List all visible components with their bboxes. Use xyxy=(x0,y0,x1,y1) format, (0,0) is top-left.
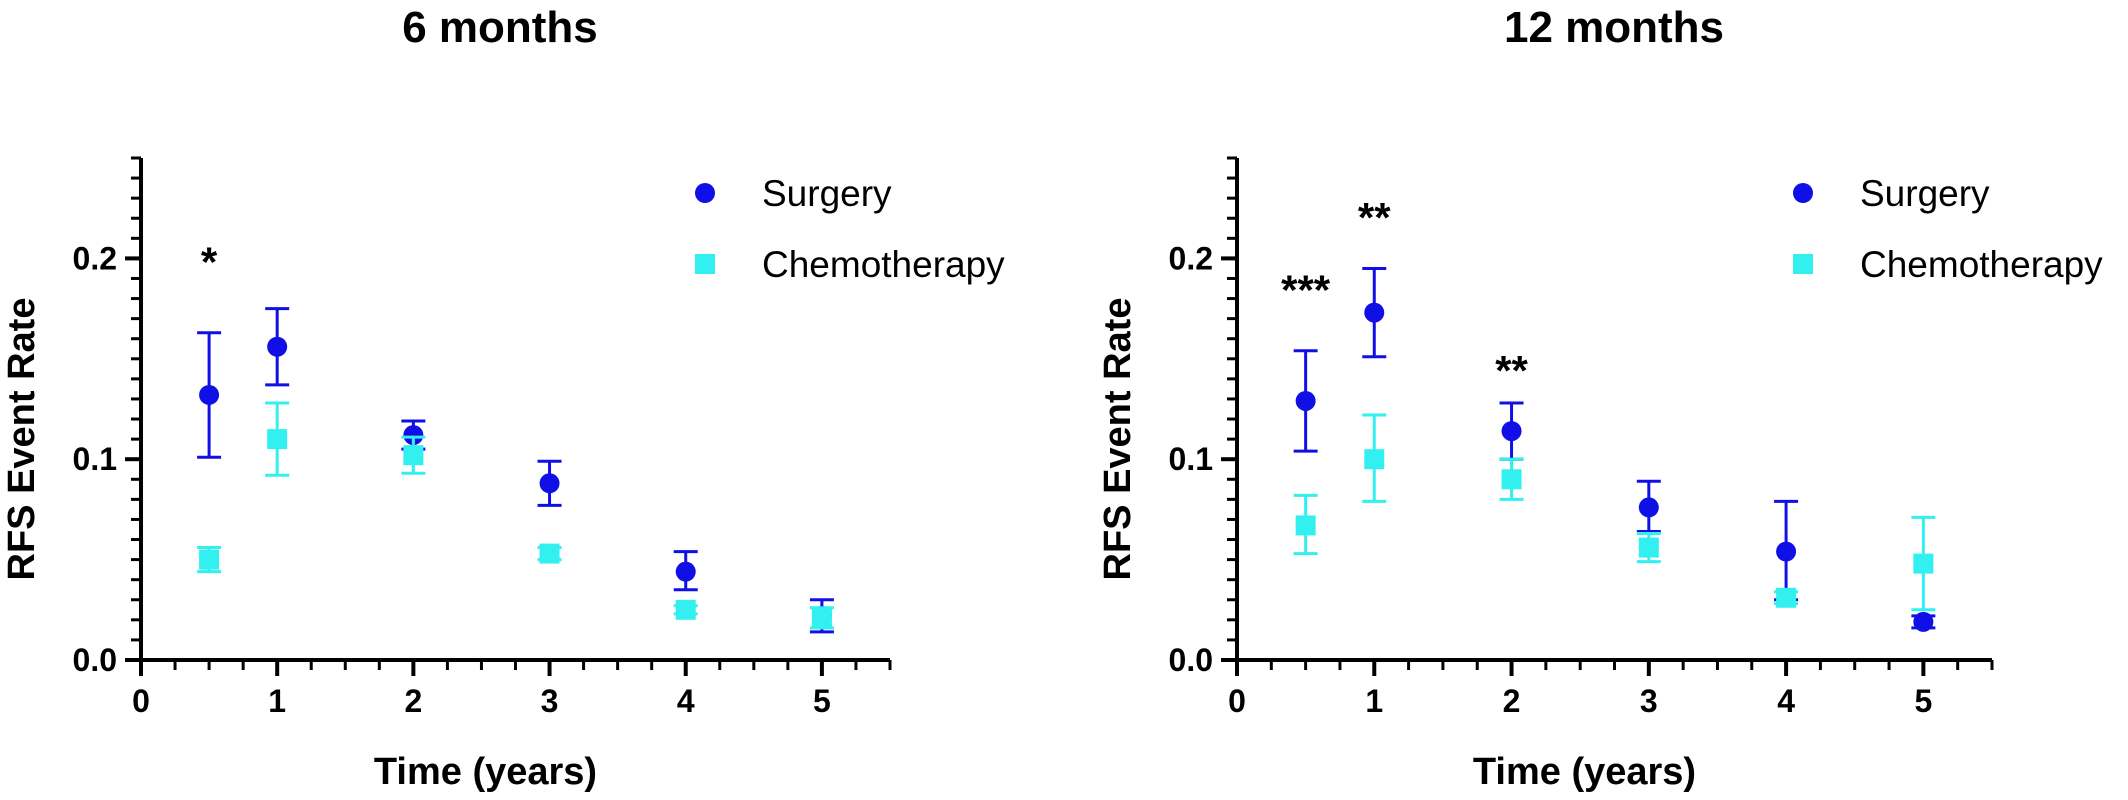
x-tick-label: 4 xyxy=(1777,683,1795,719)
legend-label: Chemotherapy xyxy=(762,244,1005,285)
legend-label: Surgery xyxy=(1860,173,1990,214)
data-point xyxy=(675,599,696,620)
data-point xyxy=(1501,421,1522,442)
data-point xyxy=(539,543,560,564)
x-tick-label: 4 xyxy=(677,683,695,719)
significance-label: ** xyxy=(1358,194,1391,241)
series-surgery xyxy=(1293,266,1936,632)
x-tick-label: 5 xyxy=(813,683,831,719)
legend-label: Chemotherapy xyxy=(1860,244,2103,285)
x-tick-label: 3 xyxy=(1640,683,1658,719)
x-tick-label: 0 xyxy=(1228,683,1246,719)
data-point xyxy=(1364,302,1385,323)
x-tick-label: 2 xyxy=(404,683,422,719)
legend-marker-surgery xyxy=(695,183,715,203)
data-point xyxy=(1638,537,1659,558)
data-point xyxy=(1776,587,1797,608)
legend-marker-chemotherapy xyxy=(695,254,715,274)
data-point xyxy=(1501,469,1522,490)
legend-label: Surgery xyxy=(762,173,892,214)
chart-panel-1: 6 months 0.0 0.1 0.2 0 1 2 3 4 5 Time (years) RFS E… xyxy=(1,3,1005,793)
y-tick-label: 0.2 xyxy=(73,240,117,276)
data-point xyxy=(267,336,288,357)
data-point xyxy=(403,425,424,446)
data-point xyxy=(1913,553,1934,574)
significance-label: ** xyxy=(1495,347,1528,394)
x-tick-label: 0 xyxy=(132,683,150,719)
series-chemotherapy xyxy=(197,401,834,630)
y-tick-label: 0.1 xyxy=(1169,441,1213,477)
x-tick-label: 2 xyxy=(1503,683,1521,719)
y-tick-label: 0.1 xyxy=(73,441,117,477)
data-point xyxy=(1295,390,1316,411)
data-point xyxy=(811,607,832,628)
data-point xyxy=(1776,541,1797,562)
y-axis-label: RFS Event Rate xyxy=(1,298,43,581)
y-tick-label: 0.0 xyxy=(1169,642,1213,678)
data-point xyxy=(1364,449,1385,470)
x-tick-label: 1 xyxy=(268,683,286,719)
x-tick-label: 1 xyxy=(1365,683,1383,719)
y-tick-label: 0.0 xyxy=(73,642,117,678)
data-point xyxy=(199,384,220,405)
legend-marker-chemotherapy xyxy=(1793,254,1813,274)
x-axis-label: Time (years) xyxy=(1473,751,1696,793)
significance-label: *** xyxy=(1281,267,1331,314)
data-point xyxy=(675,561,696,582)
series-surgery xyxy=(197,307,834,634)
chart-panel-2: 12 months 0.0 0.1 0.2 0 1 2 3 4 5 Time (years) RFS … xyxy=(1097,3,2103,793)
data-point xyxy=(539,473,560,494)
x-tick-label: 5 xyxy=(1914,683,1932,719)
legend-marker-surgery xyxy=(1793,183,1813,203)
chart-title: 12 months xyxy=(1504,3,1724,52)
chart-title: 6 months xyxy=(402,3,598,52)
data-point xyxy=(267,429,288,450)
data-point xyxy=(403,445,424,466)
data-point xyxy=(199,549,220,570)
y-axis-label: RFS Event Rate xyxy=(1097,298,1139,581)
series-chemotherapy xyxy=(1293,413,1936,612)
x-tick-label: 3 xyxy=(541,683,559,719)
legend: Surgery Chemotherapy xyxy=(695,173,1005,285)
y-tick-label: 0.2 xyxy=(1169,240,1213,276)
data-point xyxy=(1295,515,1316,536)
legend: Surgery Chemotherapy xyxy=(1793,173,2103,285)
data-point xyxy=(1638,497,1659,518)
significance-label: * xyxy=(201,238,218,285)
data-point xyxy=(1913,611,1934,632)
x-axis-label: Time (years) xyxy=(374,751,597,793)
